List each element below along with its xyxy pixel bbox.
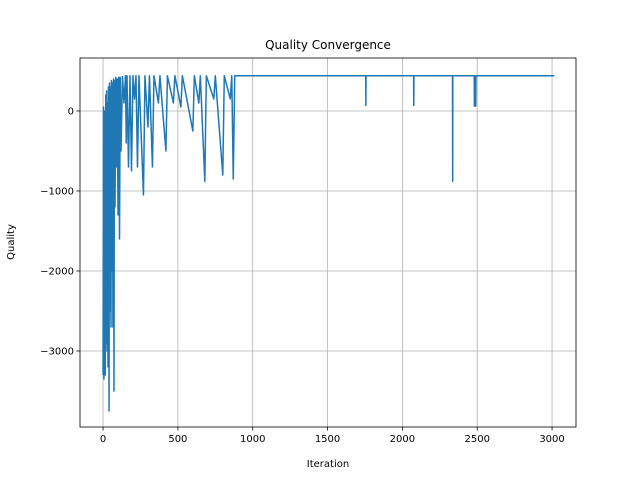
x-tick-label: 1500 — [315, 434, 340, 445]
x-tick-label: 2500 — [464, 434, 489, 445]
x-tick-label: 2000 — [390, 434, 415, 445]
x-tick-label: 0 — [100, 434, 106, 445]
plot-frame — [79, 57, 577, 428]
line-series — [102, 75, 555, 412]
y-tick-label: −1000 — [40, 186, 74, 197]
y-tick-label: −2000 — [40, 266, 74, 277]
y-tick-label: −3000 — [40, 346, 74, 357]
chart-title: Quality Convergence — [265, 38, 391, 52]
x-axis-label: Iteration — [307, 459, 349, 470]
y-tick-label: 0 — [68, 106, 74, 117]
y-axis-label: Quality — [6, 224, 17, 260]
x-tick-label: 1000 — [240, 434, 265, 445]
x-tick-label: 500 — [168, 434, 187, 445]
x-tick-label: 3000 — [539, 434, 564, 445]
